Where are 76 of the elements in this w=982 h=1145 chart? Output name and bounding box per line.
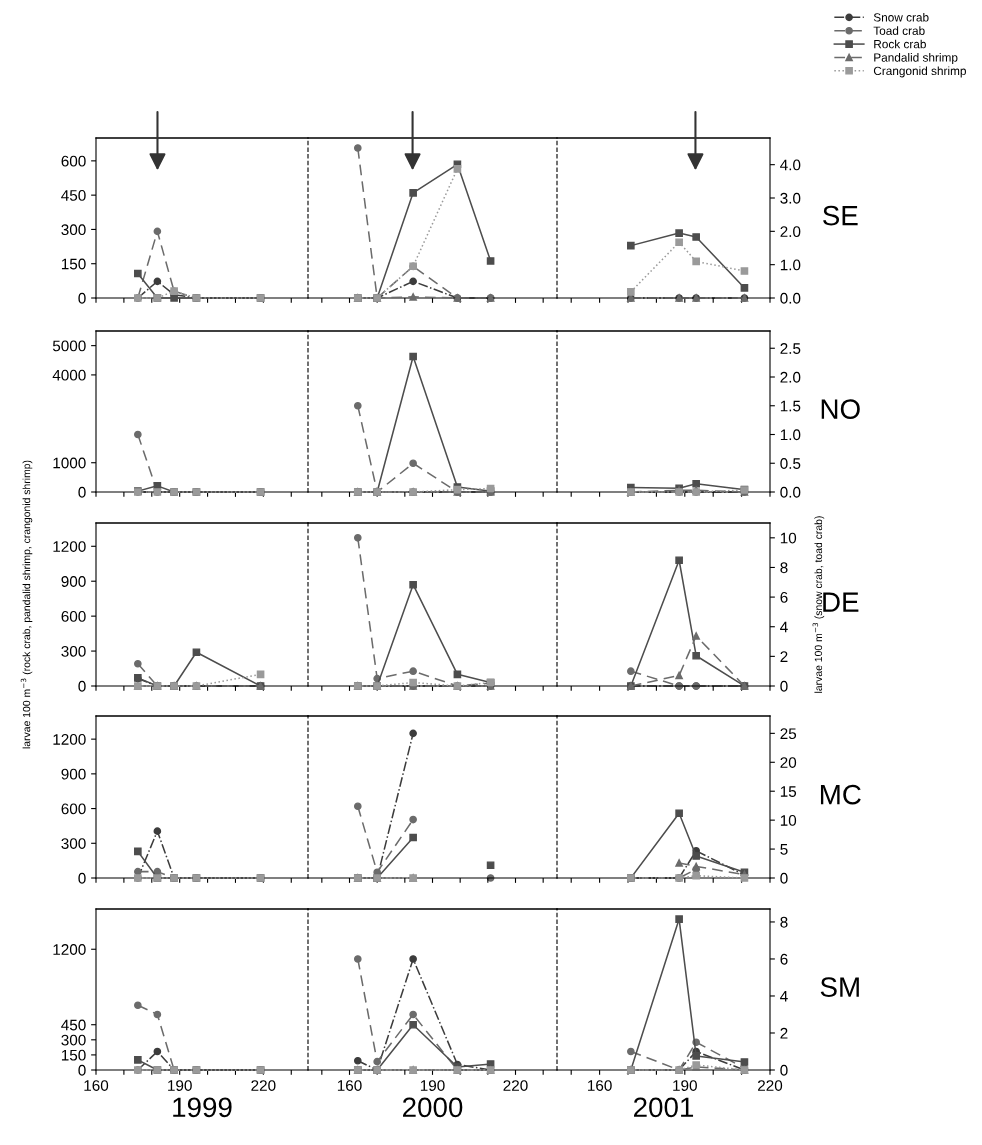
y-tick-label: 0 bbox=[78, 292, 86, 304]
text: SE bbox=[823, 205, 858, 226]
y2-tick-label: 0 bbox=[780, 1064, 788, 1076]
y-tick-label: 150 bbox=[61, 258, 86, 270]
y2-tick-label: 5 bbox=[780, 844, 788, 855]
y2-tick-label: 4.0 bbox=[780, 159, 801, 171]
y-tick-label: 1200 bbox=[53, 734, 86, 745]
y-tick-label: 900 bbox=[61, 576, 86, 587]
y2-axis-title: larvae 100 m$^{−3}$ (snow crab, toad crab) bbox=[812, 516, 825, 693]
text: SM bbox=[820, 977, 859, 997]
x-axis-title: 1999 bbox=[173, 1097, 232, 1118]
y2-tick-label: 3.0 bbox=[780, 192, 801, 204]
y-tick-label: 4000 bbox=[52, 369, 86, 381]
y-tick-label: 1000 bbox=[53, 457, 86, 469]
y2-tick-label: 10 bbox=[780, 815, 797, 826]
y-tick-label: 450 bbox=[61, 190, 86, 201]
x-tick-label: 190 bbox=[420, 1080, 445, 1091]
x-tick-label: 220 bbox=[503, 1080, 528, 1091]
y-tick-label: 300 bbox=[61, 1034, 86, 1046]
y2-tick-label: 0 bbox=[780, 680, 788, 692]
legend-label: Pandalid shrimp bbox=[874, 53, 958, 65]
y-tick-label: 5000 bbox=[52, 340, 86, 352]
x-tick-label: 220 bbox=[251, 1080, 276, 1091]
x-tick-label: 220 bbox=[758, 1080, 783, 1091]
x-tick-label: 160 bbox=[588, 1080, 612, 1091]
y2-tick-label: 1.0 bbox=[780, 429, 801, 441]
y2-tick-label: 4 bbox=[780, 991, 788, 1002]
y2-tick-label: 2.5 bbox=[780, 343, 801, 354]
y-tick-label: 0 bbox=[78, 486, 86, 498]
y2-tick-label: 1.5 bbox=[780, 400, 801, 412]
x-tick-label: 190 bbox=[673, 1080, 697, 1091]
y2-tick-label: 4 bbox=[780, 621, 788, 633]
legend-label: Toad crab bbox=[873, 26, 925, 35]
y2-tick-label: 8 bbox=[780, 916, 788, 928]
y-tick-label: 1200 bbox=[53, 944, 86, 955]
y2-tick-label: 1.0 bbox=[780, 259, 801, 271]
x-axis-title: 2000 bbox=[403, 1097, 463, 1118]
x-tick-label: 160 bbox=[337, 1080, 362, 1091]
y2-tick-label: 6 bbox=[780, 953, 788, 965]
text: NO bbox=[821, 399, 860, 419]
y2-tick-label: 0.0 bbox=[780, 486, 801, 498]
y2-tick-label: 0.0 bbox=[780, 292, 801, 304]
y2-tick-label: 2 bbox=[780, 1027, 788, 1039]
y-tick-label: 0 bbox=[78, 872, 86, 884]
y-tick-label: 1200 bbox=[53, 541, 86, 552]
y2-tick-label: 2.0 bbox=[780, 371, 801, 383]
y2-tick-label: 8 bbox=[780, 562, 788, 574]
y2-tick-label: 0.5 bbox=[780, 458, 801, 469]
x-tick-label: 160 bbox=[84, 1080, 109, 1091]
y-tick-label: 300 bbox=[61, 224, 86, 236]
text: MC bbox=[820, 784, 861, 805]
y-tick-label: 300 bbox=[61, 838, 86, 849]
y2-tick-label: 15 bbox=[780, 786, 797, 797]
text: DE bbox=[823, 592, 859, 612]
y2-tick-label: 2.0 bbox=[780, 226, 801, 238]
y2-tick-label: 25 bbox=[780, 728, 797, 740]
legend-label: Rock crab bbox=[874, 39, 926, 49]
y2-tick-label: 20 bbox=[780, 757, 797, 768]
x-axis-title: 2001 bbox=[634, 1097, 694, 1118]
y-tick-label: 900 bbox=[61, 768, 86, 780]
y-tick-label: 600 bbox=[61, 803, 86, 815]
y-tick-label: 0 bbox=[78, 1064, 86, 1076]
y2-tick-label: 0 bbox=[780, 872, 788, 884]
y-tick-label: 0 bbox=[78, 680, 86, 692]
y-axis-title: larvae 100 m$^{−3}$ (rock crab, pandalid shrimp, crangonid shrimp) bbox=[20, 460, 33, 749]
y-tick-label: 150 bbox=[61, 1049, 86, 1061]
legend-label: Snow crab bbox=[873, 12, 929, 22]
y2-tick-label: 2 bbox=[780, 651, 788, 662]
y-tick-label: 600 bbox=[61, 611, 86, 622]
legend-label: Crangonid shrimp bbox=[873, 66, 966, 78]
y2-tick-label: 10 bbox=[780, 532, 797, 544]
y-tick-label: 300 bbox=[61, 645, 86, 657]
y-tick-label: 450 bbox=[61, 1019, 86, 1031]
y2-tick-label: 6 bbox=[780, 591, 788, 603]
y-tick-label: 600 bbox=[61, 155, 86, 167]
x-tick-label: 190 bbox=[168, 1080, 192, 1091]
